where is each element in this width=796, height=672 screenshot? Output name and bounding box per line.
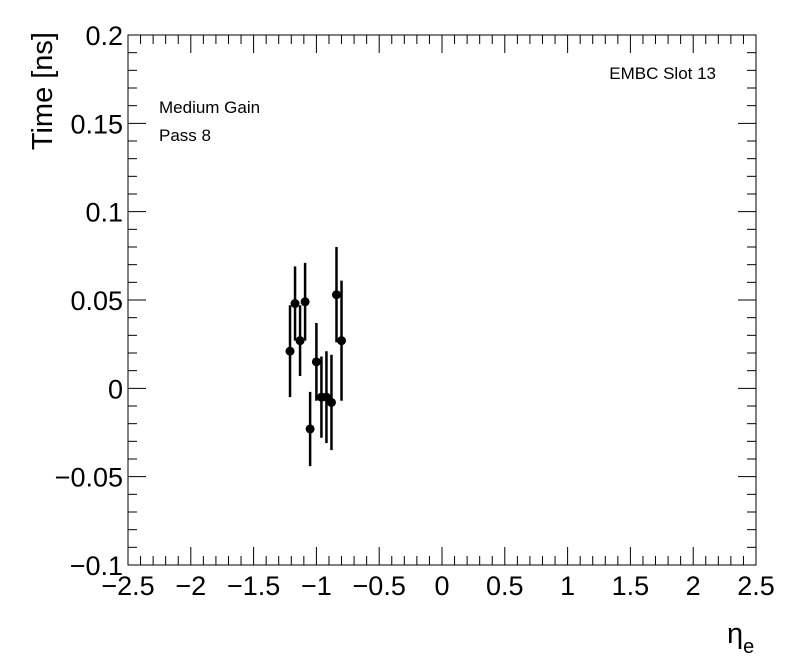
point — [337, 336, 347, 346]
annotation: EMBC Slot 13 — [609, 64, 716, 83]
point — [290, 299, 300, 309]
y-axis-label: Time [ns] — [27, 32, 59, 150]
x-tick-label: 0 — [434, 571, 449, 601]
point — [295, 336, 305, 346]
y-tick-label: 0 — [108, 374, 123, 404]
y-tick-label: 0.2 — [85, 21, 123, 51]
x-tick-label: 0.5 — [486, 571, 524, 601]
point — [300, 297, 310, 307]
y-tick-label: 0.1 — [85, 198, 123, 228]
y-tick-label: −0.05 — [55, 463, 123, 493]
x-tick-label: 2 — [686, 571, 701, 601]
y-tick-label: 0.15 — [70, 109, 123, 139]
x-axis-label: ηe — [727, 618, 754, 658]
x-tick-label: −2.5 — [101, 571, 154, 601]
point — [311, 357, 321, 367]
annotation: Pass 8 — [159, 126, 211, 145]
x-axis-label-main: η — [727, 618, 743, 650]
point — [305, 424, 315, 434]
x-tick-label: −1 — [301, 571, 332, 601]
point — [331, 290, 341, 300]
x-tick-label: 1 — [560, 571, 575, 601]
point — [285, 346, 295, 356]
y-tick-label: 0.05 — [70, 286, 123, 316]
x-tick-label: 2.5 — [737, 571, 775, 601]
x-axis-label-sub: e — [743, 636, 754, 658]
annotation: Medium Gain — [159, 98, 260, 117]
x-tick-label: −2 — [175, 571, 206, 601]
x-tick-label: 1.5 — [612, 571, 650, 601]
x-tick-label: −0.5 — [353, 571, 406, 601]
x-tick-label: −1.5 — [227, 571, 280, 601]
y-tick-label: −0.1 — [70, 551, 123, 581]
point — [326, 397, 336, 407]
